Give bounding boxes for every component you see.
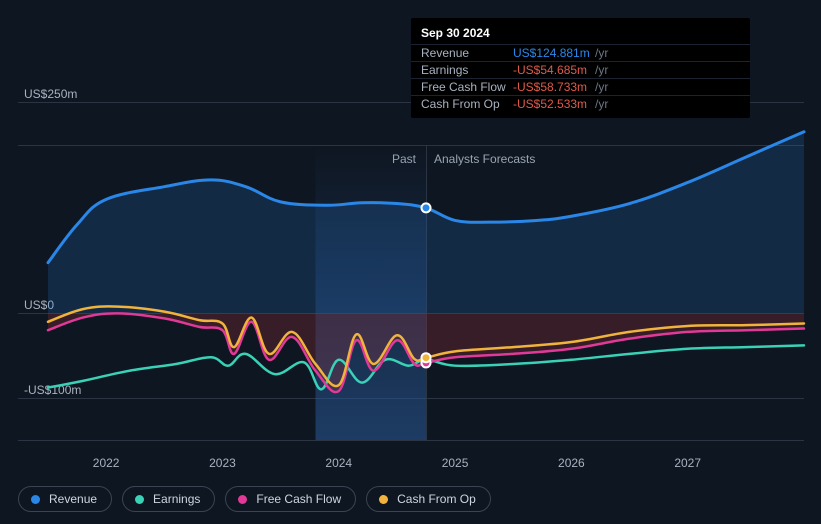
legend-item-fcf[interactable]: Free Cash Flow — [225, 486, 356, 512]
tooltip-row: Earnings -US$54.685m /yr — [411, 61, 750, 78]
tooltip-suffix: /yr — [595, 46, 608, 60]
tooltip-row: Cash From Op -US$52.533m /yr — [411, 95, 750, 112]
tooltip-value: US$124.881m — [513, 46, 591, 60]
tooltip-suffix: /yr — [595, 80, 608, 94]
legend-label: Revenue — [49, 492, 97, 506]
legend: Revenue Earnings Free Cash Flow Cash Fro… — [18, 486, 491, 512]
legend-dot-icon — [379, 495, 388, 504]
legend-item-revenue[interactable]: Revenue — [18, 486, 112, 512]
legend-label: Free Cash Flow — [256, 492, 341, 506]
chart-tooltip: Sep 30 2024 Revenue US$124.881m /yr Earn… — [411, 18, 750, 118]
tooltip-value: -US$54.685m — [513, 63, 591, 77]
legend-label: Cash From Op — [397, 492, 476, 506]
tooltip-label: Earnings — [421, 63, 513, 77]
legend-dot-icon — [238, 495, 247, 504]
legend-dot-icon — [135, 495, 144, 504]
tooltip-label: Free Cash Flow — [421, 80, 513, 94]
legend-label: Earnings — [153, 492, 200, 506]
tooltip-row: Free Cash Flow -US$58.733m /yr — [411, 78, 750, 95]
legend-item-cfo[interactable]: Cash From Op — [366, 486, 491, 512]
tooltip-value: -US$58.733m — [513, 80, 591, 94]
tooltip-row: Revenue US$124.881m /yr — [411, 44, 750, 61]
tooltip-value: -US$52.533m — [513, 97, 591, 111]
tooltip-title: Sep 30 2024 — [411, 24, 750, 44]
tooltip-label: Cash From Op — [421, 97, 513, 111]
financials-chart: Past Analysts Forecasts US$250m US$0 -US… — [0, 0, 821, 524]
tooltip-suffix: /yr — [595, 97, 608, 111]
legend-item-earnings[interactable]: Earnings — [122, 486, 215, 512]
legend-dot-icon — [31, 495, 40, 504]
tooltip-label: Revenue — [421, 46, 513, 60]
tooltip-suffix: /yr — [595, 63, 608, 77]
